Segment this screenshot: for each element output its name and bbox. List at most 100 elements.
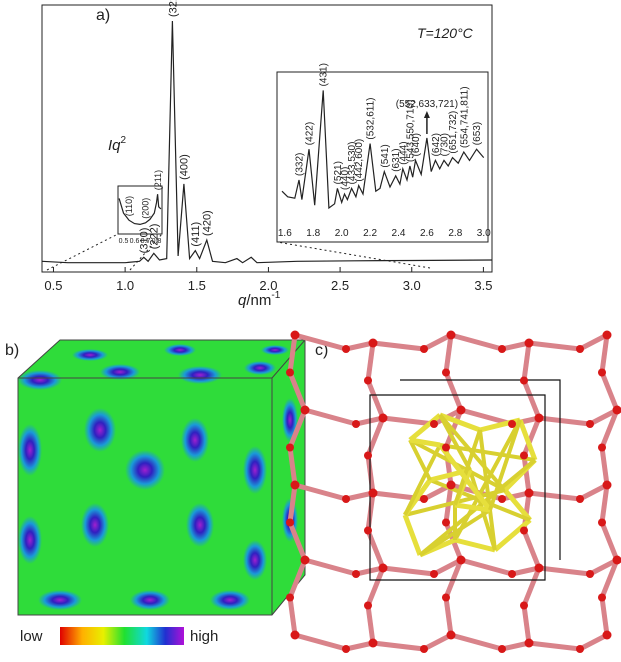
strut <box>580 635 607 649</box>
node <box>364 377 372 385</box>
colorbar-high: high <box>190 628 218 645</box>
node <box>364 527 372 535</box>
strut <box>602 373 617 411</box>
x-tick-label: 0.5 <box>44 278 62 293</box>
node <box>576 495 584 503</box>
x-tick-label: 2.8 <box>448 228 462 239</box>
node <box>291 481 300 490</box>
y-label-main: Iq <box>108 137 121 154</box>
density-blob <box>84 408 116 452</box>
peak-label: (222) <box>149 224 161 250</box>
density-blob <box>243 540 267 580</box>
y-label-sup: 2 <box>121 135 127 146</box>
peak-label: (653) <box>472 122 483 145</box>
peak-label: (431) <box>319 63 330 86</box>
peak-label: (110) <box>124 196 134 216</box>
node <box>586 420 594 428</box>
strut <box>446 598 451 636</box>
strut <box>368 343 373 381</box>
strut <box>383 418 434 424</box>
peak-label: (411) <box>190 222 202 247</box>
strut <box>424 635 451 649</box>
x-tick-label: 1.6 <box>278 228 292 239</box>
strut <box>451 635 502 649</box>
strut <box>305 560 356 574</box>
density-blob <box>181 418 209 462</box>
peak-label: (420) <box>202 210 214 236</box>
node <box>520 452 528 460</box>
density-blob <box>243 446 267 494</box>
node <box>447 331 456 340</box>
node <box>498 495 506 503</box>
node <box>520 527 528 535</box>
colorbar <box>60 627 184 645</box>
peak-label: (332) <box>295 153 306 176</box>
strut <box>305 410 356 424</box>
x-tick-label: 2.5 <box>331 278 349 293</box>
node <box>508 420 516 428</box>
node <box>342 495 350 503</box>
panel-c: c) <box>286 331 621 654</box>
colorbar-low: low <box>20 628 43 645</box>
zoom-guide <box>47 234 430 270</box>
x-tick-label: 0.6 <box>130 238 140 245</box>
density-blob <box>18 424 42 476</box>
x-tick-label: 3.5 <box>474 278 492 293</box>
strut <box>373 343 424 349</box>
node <box>301 406 310 415</box>
strut <box>602 523 617 561</box>
x-tick-label: 3.0 <box>403 278 421 293</box>
figure: a) T=120°C Iq2 q/nm-1 0.51.01.52.02.53.0… <box>0 0 621 657</box>
density-blob <box>178 366 222 384</box>
panel-label: b) <box>5 342 19 359</box>
node <box>598 594 606 602</box>
peak-label: (200) <box>141 198 151 219</box>
density-blob <box>38 590 82 610</box>
node <box>286 519 294 527</box>
node <box>576 345 584 353</box>
node <box>430 420 438 428</box>
yellow-strut <box>405 515 420 555</box>
node <box>291 331 300 340</box>
node <box>586 570 594 578</box>
strut <box>290 598 295 636</box>
node <box>369 639 378 648</box>
density-blob <box>164 344 196 356</box>
peak-label: (541) <box>380 144 391 167</box>
node <box>447 631 456 640</box>
node <box>598 519 606 527</box>
peak-label: (532,611) <box>366 98 377 140</box>
node <box>379 414 388 423</box>
peak-label: (400) <box>179 154 191 180</box>
x-tick-label: 0.8 <box>152 238 162 245</box>
node <box>576 645 584 653</box>
node <box>447 481 456 490</box>
strut <box>529 343 580 349</box>
x-tick-label: 2.0 <box>259 278 277 293</box>
strut <box>295 635 346 649</box>
peak-label: (640) <box>411 133 422 156</box>
density-blob <box>261 345 289 355</box>
strut <box>529 643 580 649</box>
density-blob <box>125 450 165 490</box>
node <box>535 414 544 423</box>
node <box>364 452 372 460</box>
node <box>598 444 606 452</box>
density-blob <box>81 503 109 547</box>
peak-arrowhead <box>424 111 430 118</box>
strut <box>373 643 424 649</box>
x-tick-label: 0.7 <box>141 238 151 245</box>
peak-label: (321) <box>167 0 179 17</box>
node <box>430 570 438 578</box>
node <box>598 369 606 377</box>
node <box>442 594 450 602</box>
node <box>420 345 428 353</box>
y-axis-label: Iq2 <box>108 135 127 154</box>
density-blob <box>130 590 170 610</box>
node <box>498 345 506 353</box>
strut <box>602 485 607 523</box>
node <box>457 556 466 565</box>
density-blob <box>244 361 276 375</box>
node <box>525 489 534 498</box>
strut <box>539 568 590 574</box>
